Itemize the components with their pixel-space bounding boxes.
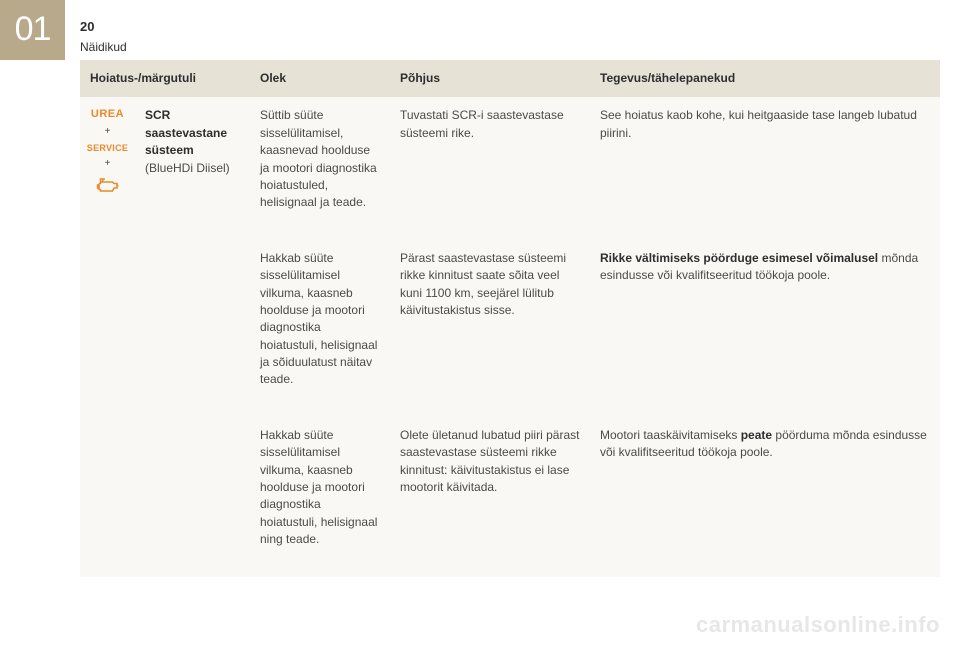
action-bold: peate bbox=[741, 428, 772, 442]
header-action: Tegevus/tähelepanekud bbox=[590, 60, 940, 97]
cause-cell: Tuvastati SCR-i saastevastase süsteemi r… bbox=[390, 97, 590, 239]
indicator-icons: UREA + SERVICE + bbox=[80, 97, 135, 576]
cause-cell: Pärast saastevastase süsteemi rikke kinn… bbox=[390, 240, 590, 417]
chapter-tab: 01 bbox=[0, 0, 65, 60]
desc-sub: (BlueHDi Diisel) bbox=[145, 161, 230, 175]
action-cell: Mootori taaskäivitamiseks peate pöörduma… bbox=[590, 417, 940, 577]
action-bold: Rikke vältimiseks pöörduge esimesel võim… bbox=[600, 251, 878, 265]
action-text: Mootori taaskäivitamiseks bbox=[600, 428, 741, 442]
table-row: UREA + SERVICE + SCR saastevastane süste… bbox=[80, 97, 940, 239]
header-cause: Põhjus bbox=[390, 60, 590, 97]
plus-icon: + bbox=[84, 125, 131, 140]
action-text: See hoiatus kaob kohe, kui heitgaaside t… bbox=[600, 108, 917, 139]
page-number: 20 bbox=[80, 18, 127, 37]
header-indicator: Hoiatus-/märgutuli bbox=[80, 60, 250, 97]
warning-table: Hoiatus-/märgutuli Olek Põhjus Tegevus/t… bbox=[80, 60, 940, 577]
plus-icon: + bbox=[84, 157, 131, 172]
desc-title: SCR saastevastane süsteem bbox=[145, 108, 227, 157]
page-header: 20 Näidikud bbox=[80, 18, 127, 56]
state-cell: Süttib süüte sisselülitamisel, kaasnevad… bbox=[250, 97, 390, 239]
engine-icon bbox=[84, 175, 131, 200]
urea-icon: UREA bbox=[84, 107, 131, 123]
state-cell: Hakkab süüte sisselülitamisel vilkuma, k… bbox=[250, 240, 390, 417]
table-header-row: Hoiatus-/märgutuli Olek Põhjus Tegevus/t… bbox=[80, 60, 940, 97]
action-cell: See hoiatus kaob kohe, kui heitgaaside t… bbox=[590, 97, 940, 239]
watermark: carmanualsonline.info bbox=[696, 609, 940, 641]
service-icon: SERVICE bbox=[84, 142, 131, 155]
state-cell: Hakkab süüte sisselülitamisel vilkuma, k… bbox=[250, 417, 390, 577]
cause-cell: Olete ületanud lubatud piiri pärast saas… bbox=[390, 417, 590, 577]
indicator-desc: SCR saastevastane süsteem (BlueHDi Diise… bbox=[135, 97, 250, 576]
header-state: Olek bbox=[250, 60, 390, 97]
action-cell: Rikke vältimiseks pöörduge esimesel võim… bbox=[590, 240, 940, 417]
section-title: Näidikud bbox=[80, 39, 127, 56]
